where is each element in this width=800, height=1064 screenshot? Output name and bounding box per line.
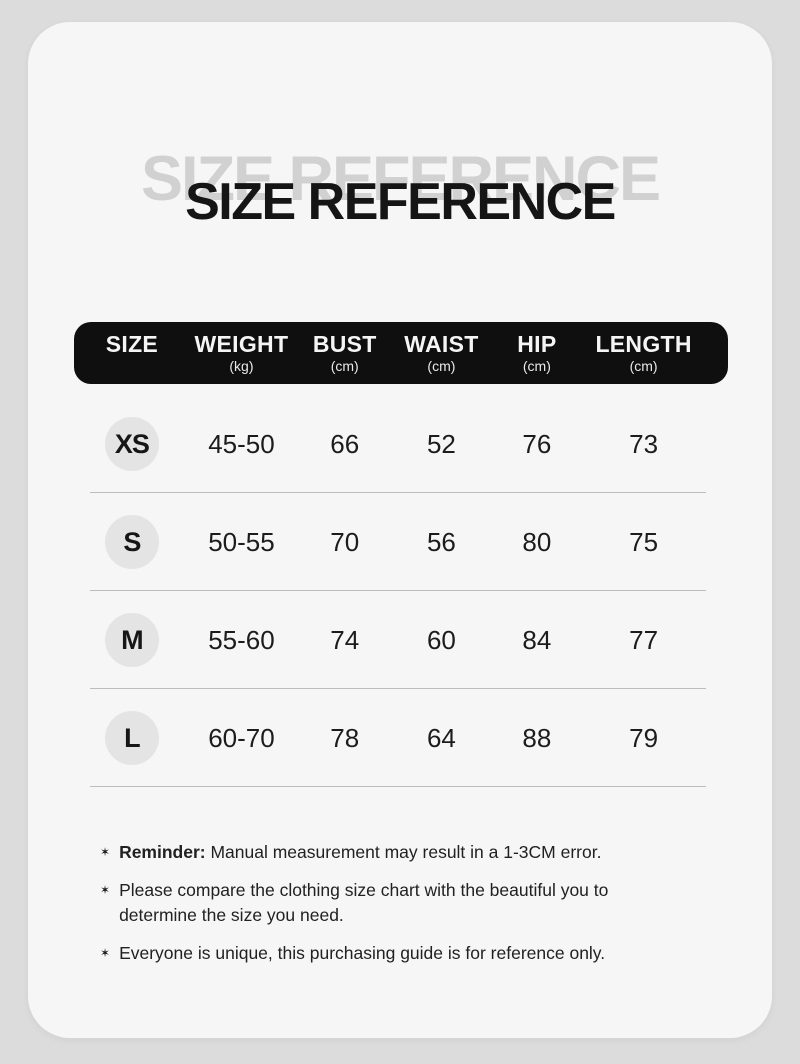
weight-value: 60-70 (208, 722, 275, 753)
table-body: XS 45-50 66 52 76 73 S 50-55 70 56 80 75… (74, 395, 728, 787)
column-unit: (cm) (522, 357, 551, 374)
weight-value: 55-60 (208, 624, 275, 655)
table-row-m: M 55-60 74 60 84 77 (74, 591, 728, 689)
hip-value: 88 (522, 722, 552, 753)
column-label: WAIST (404, 331, 479, 358)
star-bullet-icon: ✶ (100, 945, 111, 960)
column-unit: (cm) (330, 357, 359, 374)
length-value: 73 (629, 428, 659, 459)
note-body: Everyone is unique, this purchasing guid… (119, 942, 606, 963)
bust-value: 74 (330, 624, 360, 655)
waist-value: 56 (426, 526, 456, 557)
waist-value: 60 (426, 624, 456, 655)
length-value: 75 (629, 526, 659, 557)
note-text: Everyone is unique, this purchasing guid… (119, 941, 605, 966)
bust-value: 70 (330, 526, 360, 557)
column-label: BUST (312, 331, 377, 358)
table-row-xs: XS 45-50 66 52 76 73 (74, 395, 728, 493)
column-header-weight: WEIGHT (kg) (190, 331, 293, 374)
note-body: Manual measurement may result in a 1-3CM… (205, 842, 602, 862)
reminder-notes: ✶ Reminder: Manual measurement may resul… (100, 840, 690, 978)
note-item: ✶ Everyone is unique, this purchasing gu… (100, 941, 690, 966)
column-header-length: LENGTH (cm) (587, 331, 700, 374)
note-prefix: Reminder: (119, 842, 206, 862)
note-item: ✶ Reminder: Manual measurement may resul… (100, 840, 690, 865)
hip-value: 76 (522, 428, 552, 459)
hip-value: 84 (522, 624, 552, 655)
column-label: SIZE (105, 331, 159, 358)
weight-value: 50-55 (208, 526, 275, 557)
hip-value: 80 (522, 526, 552, 557)
note-body: Please compare the clothing size chart w… (119, 879, 609, 925)
note-item: ✶ Please compare the clothing size chart… (100, 878, 690, 928)
column-header-hip: HIP (cm) (487, 331, 588, 374)
table-row-l: L 60-70 78 64 88 79 (74, 689, 728, 787)
waist-value: 52 (426, 428, 456, 459)
bust-value: 66 (330, 428, 360, 459)
table-header: SIZE WEIGHT (kg) BUST (cm) WAIST (cm) HI… (74, 322, 728, 384)
size-badge: XS (104, 417, 159, 471)
table-row-s: S 50-55 70 56 80 75 (74, 493, 728, 591)
waist-value: 64 (426, 722, 456, 753)
star-bullet-icon: ✶ (100, 882, 111, 897)
column-label: WEIGHT (194, 331, 289, 358)
column-unit (74, 358, 190, 375)
column-header-size: SIZE (74, 331, 190, 374)
star-bullet-icon: ✶ (100, 845, 111, 859)
length-value: 77 (629, 624, 659, 655)
note-text: Reminder: Manual measurement may result … (119, 840, 601, 865)
column-header-bust: BUST (cm) (293, 331, 396, 374)
length-value: 79 (629, 722, 659, 753)
column-label: LENGTH (595, 331, 692, 358)
size-badge: M (104, 613, 159, 667)
weight-value: 45-50 (208, 428, 275, 459)
ghost-title: SIZE REFERENCE (140, 144, 661, 214)
size-badge: S (104, 515, 159, 569)
column-header-waist: WAIST (cm) (396, 331, 486, 374)
note-text: Please compare the clothing size chart w… (119, 878, 654, 928)
size-badge: L (104, 711, 159, 765)
page-title: SIZE REFERENCE (185, 173, 616, 231)
column-label: HIP (517, 331, 557, 358)
column-unit: (cm) (629, 357, 658, 374)
column-unit: (cm) (427, 357, 456, 374)
bust-value: 78 (330, 722, 360, 753)
column-unit: (kg) (229, 357, 254, 374)
